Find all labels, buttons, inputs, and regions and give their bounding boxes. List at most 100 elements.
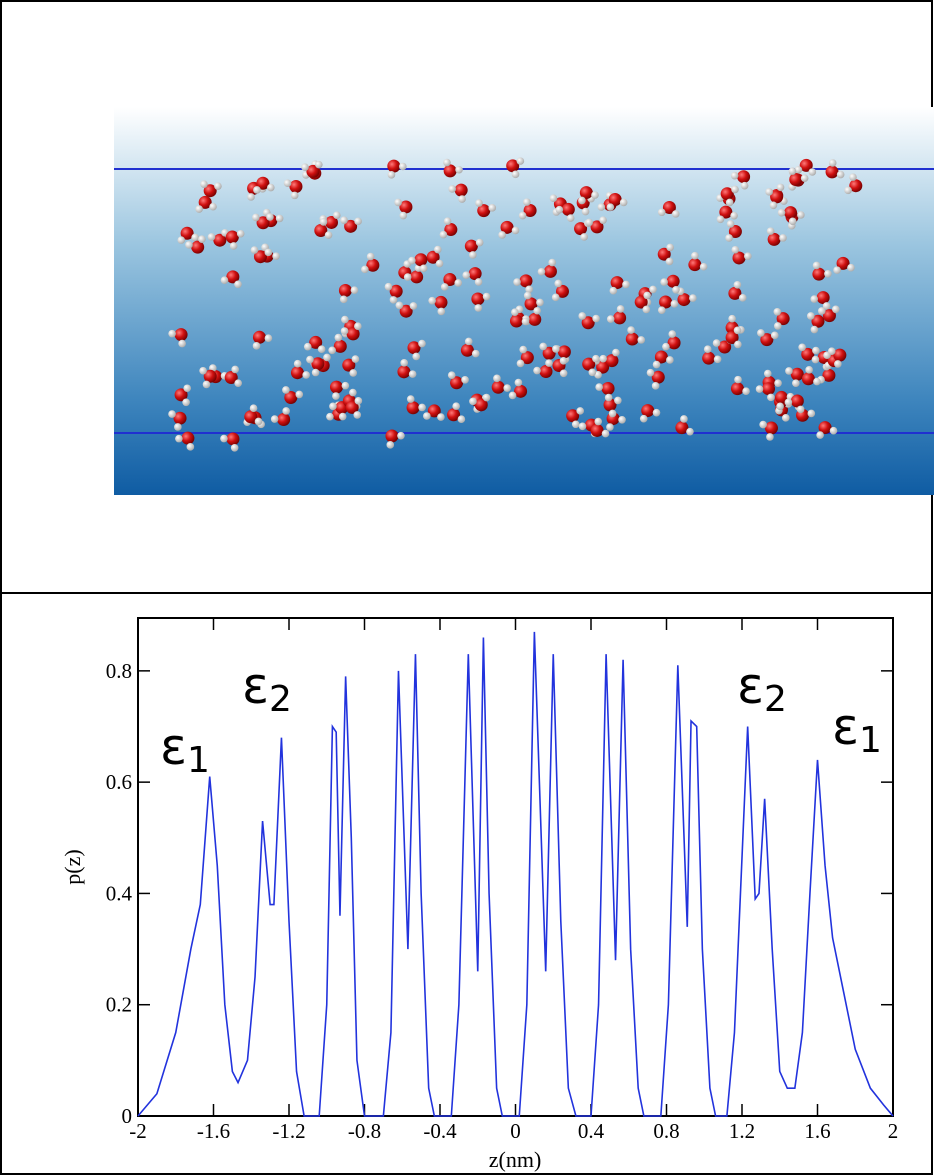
hydrogen-atom xyxy=(559,356,568,365)
oxygen-atom xyxy=(226,270,240,284)
oxygen-atom xyxy=(524,297,538,311)
hydrogen-atom xyxy=(571,420,580,429)
hydrogen-atom xyxy=(785,367,793,375)
oxygen-atom xyxy=(767,232,781,246)
hydrogen-atom xyxy=(406,395,415,403)
y-tick-label: 0.8 xyxy=(106,659,132,683)
hydrogen-atom xyxy=(627,326,635,334)
oxygen-atom xyxy=(244,410,258,424)
hydrogen-atom xyxy=(533,366,541,375)
hydrogen-atom xyxy=(548,258,556,267)
hydrogen-atom xyxy=(769,201,778,210)
oxygen-atom xyxy=(764,421,778,435)
hydrogen-atom xyxy=(665,257,674,266)
hydrogen-atom xyxy=(728,314,736,323)
hydrogen-atom xyxy=(622,280,630,289)
hydrogen-atom xyxy=(588,368,597,377)
hydrogen-atom xyxy=(452,402,460,410)
hydrogen-atom xyxy=(703,345,712,354)
oxygen-atom xyxy=(471,292,485,306)
hydrogen-atom xyxy=(554,279,563,288)
hydrogen-atom xyxy=(419,264,428,273)
hydrogen-atom xyxy=(366,252,375,261)
hydrogen-atom xyxy=(408,370,417,378)
hydrogen-atom xyxy=(836,170,845,179)
hydrogen-atom xyxy=(594,417,603,426)
hydrogen-atom xyxy=(341,315,349,324)
hydrogen-atom xyxy=(657,306,666,314)
hydrogen-atom xyxy=(275,214,284,223)
chart: p(z) z(nm) -2 -1.6 -1.2 -0.8 -0.4 0 0.4 0.8 1.2 1… xyxy=(60,617,898,1172)
hydrogen-atom xyxy=(812,346,820,355)
hydrogen-atom xyxy=(293,359,302,368)
oxygen-atom xyxy=(342,358,356,372)
hydrogen-atom xyxy=(734,340,742,349)
hydrogen-atom xyxy=(209,202,217,211)
oxygen-atom xyxy=(434,295,448,309)
hydrogen-atom xyxy=(646,368,655,377)
hydrogen-atom xyxy=(642,305,651,314)
hydrogen-atom xyxy=(591,191,599,199)
oxygen-atom xyxy=(410,270,424,284)
hydrogen-atom xyxy=(806,312,815,320)
hydrogen-atom xyxy=(580,233,588,241)
annotation-symbol: ε xyxy=(160,718,187,776)
oxygen-atom xyxy=(654,350,668,364)
hydrogen-atom xyxy=(474,278,483,286)
plot-frame xyxy=(137,617,894,1117)
hydrogen-atom xyxy=(788,217,797,226)
hydrogen-atom xyxy=(599,216,607,224)
oxygen-atom xyxy=(468,267,482,281)
oxygen-atom xyxy=(574,222,588,236)
oxygen-atom xyxy=(491,380,505,394)
oxygen-atom xyxy=(799,158,813,172)
oxygen-atom xyxy=(253,250,267,264)
hydrogen-atom xyxy=(828,159,837,167)
oxygen-atom xyxy=(662,201,676,215)
hydrogen-atom xyxy=(699,262,708,271)
hydrogen-atom xyxy=(282,407,290,415)
oxygen-atom xyxy=(557,345,571,359)
oxygen-atom xyxy=(454,183,468,197)
hydrogen-atom xyxy=(253,186,261,194)
oxygen-atom xyxy=(801,372,815,386)
hydrogen-atom xyxy=(810,325,819,334)
hydrogen-atom xyxy=(332,392,340,400)
oxygen-atom xyxy=(450,376,464,390)
hydrogen-atom xyxy=(252,342,261,350)
oxygen-atom xyxy=(519,274,533,288)
oxygen-atom xyxy=(849,179,863,193)
hydrogen-atom xyxy=(303,342,312,351)
hydrogen-atom xyxy=(295,390,304,399)
oxygen-atom xyxy=(601,382,615,396)
hydrogen-atom xyxy=(395,301,404,310)
hydrogen-atom xyxy=(394,198,402,207)
hydrogen-atom xyxy=(323,353,331,362)
hydrogen-atom xyxy=(523,198,531,206)
hydrogen-atom xyxy=(354,322,362,330)
hydrogen-atom xyxy=(447,371,456,380)
oxygen-atom xyxy=(667,336,681,350)
hydrogen-atom xyxy=(812,261,821,270)
hydrogen-atom xyxy=(757,329,765,337)
oxygen-atom xyxy=(443,164,457,178)
hydrogen-atom xyxy=(503,384,511,392)
oxygen-atom xyxy=(444,223,458,237)
hydrogen-atom xyxy=(800,174,809,183)
hydrogen-atom xyxy=(423,412,431,420)
oxygen-atom xyxy=(203,369,217,383)
hydrogen-atom xyxy=(386,441,395,449)
hydrogen-atom xyxy=(282,386,290,394)
hydrogen-atom xyxy=(511,170,520,179)
oxygen-atom xyxy=(506,159,520,173)
hydrogen-atom xyxy=(234,280,242,289)
hydrogen-atom xyxy=(578,196,586,205)
x-tick-label: 0.8 xyxy=(653,1119,679,1143)
hydrogen-atom xyxy=(350,286,359,294)
oxygen-atom xyxy=(460,343,474,357)
hydrogen-atom xyxy=(266,213,274,221)
hydrogen-atom xyxy=(649,285,657,294)
x-axis-label: z(nm) xyxy=(489,1147,542,1172)
